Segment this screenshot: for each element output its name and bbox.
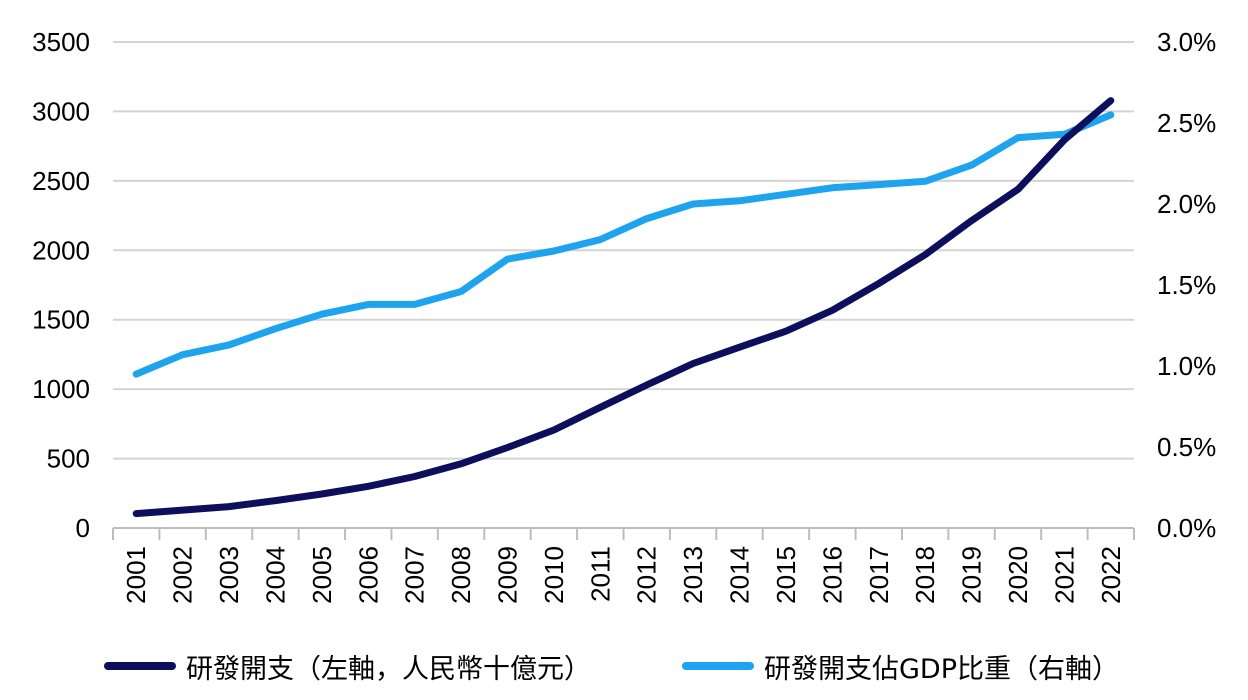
y-right-tick-label: 3.0%: [1157, 27, 1216, 57]
chart: 0 500 1000 1500 2000 2500 3000 3500 0.0% 0.5% 1.0…: [32, 27, 1216, 604]
y-left-tick-label: 1500: [32, 305, 90, 335]
y-right-tick-label: 0.0%: [1157, 513, 1216, 543]
x-tick-label: 2004: [260, 546, 290, 604]
legend-swatch-rd-gdp-share: [682, 662, 754, 670]
y-right-tick-label: 2.0%: [1157, 189, 1216, 219]
x-tick-label: 2012: [632, 546, 662, 604]
x-tick-label: 2005: [307, 546, 337, 604]
legend-label-rd-expenditure: 研發開支（左軸，人民幣十億元）: [186, 653, 591, 685]
x-tick-label: 2018: [910, 546, 940, 604]
x-tick-label: 2015: [771, 546, 801, 604]
y-left-tick-label: 2500: [32, 166, 90, 196]
legend-item-rd-gdp-share: 研發開支佔GDP比重（右軸）: [682, 636, 1119, 696]
legend: 研發開支（左軸，人民幣十億元） 研發開支佔GDP比重（右軸）: [0, 636, 1248, 696]
y-left-tick-label: 500: [47, 444, 90, 474]
x-tick-label: 2011: [585, 546, 615, 602]
legend-item-rd-expenditure: 研發開支（左軸，人民幣十億元）: [104, 636, 591, 696]
x-tick-label: 2019: [957, 546, 987, 604]
x-tick-label: 2021: [1049, 546, 1079, 604]
x-tick-label: 2007: [400, 546, 430, 604]
y-right-tick-label: 1.0%: [1157, 351, 1216, 381]
y-right-tick-label: 1.5%: [1157, 270, 1216, 300]
y-left-tick-label: 3500: [32, 27, 90, 57]
x-tick-label: 2006: [353, 546, 383, 604]
series-line-rd-expenditure: [132, 97, 1115, 518]
x-tick-label: 2001: [121, 546, 151, 604]
legend-swatch-rd-expenditure: [104, 662, 176, 670]
x-tick-label: 2008: [446, 546, 476, 604]
x-tick-label: 2009: [492, 546, 522, 604]
x-tick-label: 2017: [864, 546, 894, 604]
x-tick-label: 2020: [1003, 546, 1033, 604]
y-right-tick-label: 2.5%: [1157, 108, 1216, 138]
series-line-rd-gdp-share: [132, 111, 1115, 378]
x-tick-label: 2013: [678, 546, 708, 604]
x-tick-label: 2002: [168, 546, 198, 604]
gridlines: [113, 41, 1134, 460]
right-axis-tick-labels: 0.0% 0.5% 1.0% 1.5% 2.0% 2.5% 3.0%: [1157, 27, 1216, 543]
y-right-tick-label: 0.5%: [1157, 432, 1216, 462]
series-lines: [132, 97, 1115, 518]
y-left-tick-label: 2000: [32, 235, 90, 265]
x-axis: 2001 2002 2003 2004 2005 2006 2007 2008 2009 2010…: [112, 527, 1135, 604]
legend-label-rd-gdp-share: 研發開支佔GDP比重（右軸）: [764, 653, 1119, 685]
y-left-tick-label: 3000: [32, 96, 90, 126]
y-left-tick-label: 1000: [32, 374, 90, 404]
left-axis-tick-labels: 0 500 1000 1500 2000 2500 3000 3500: [32, 27, 90, 543]
x-tick-label: 2022: [1096, 546, 1126, 604]
x-tick-label: 2003: [214, 546, 244, 604]
x-tick-label: 2010: [539, 546, 569, 604]
x-tick-label: 2016: [817, 546, 847, 604]
y-left-tick-label: 0: [76, 513, 90, 543]
x-tick-label: 2014: [725, 546, 755, 604]
